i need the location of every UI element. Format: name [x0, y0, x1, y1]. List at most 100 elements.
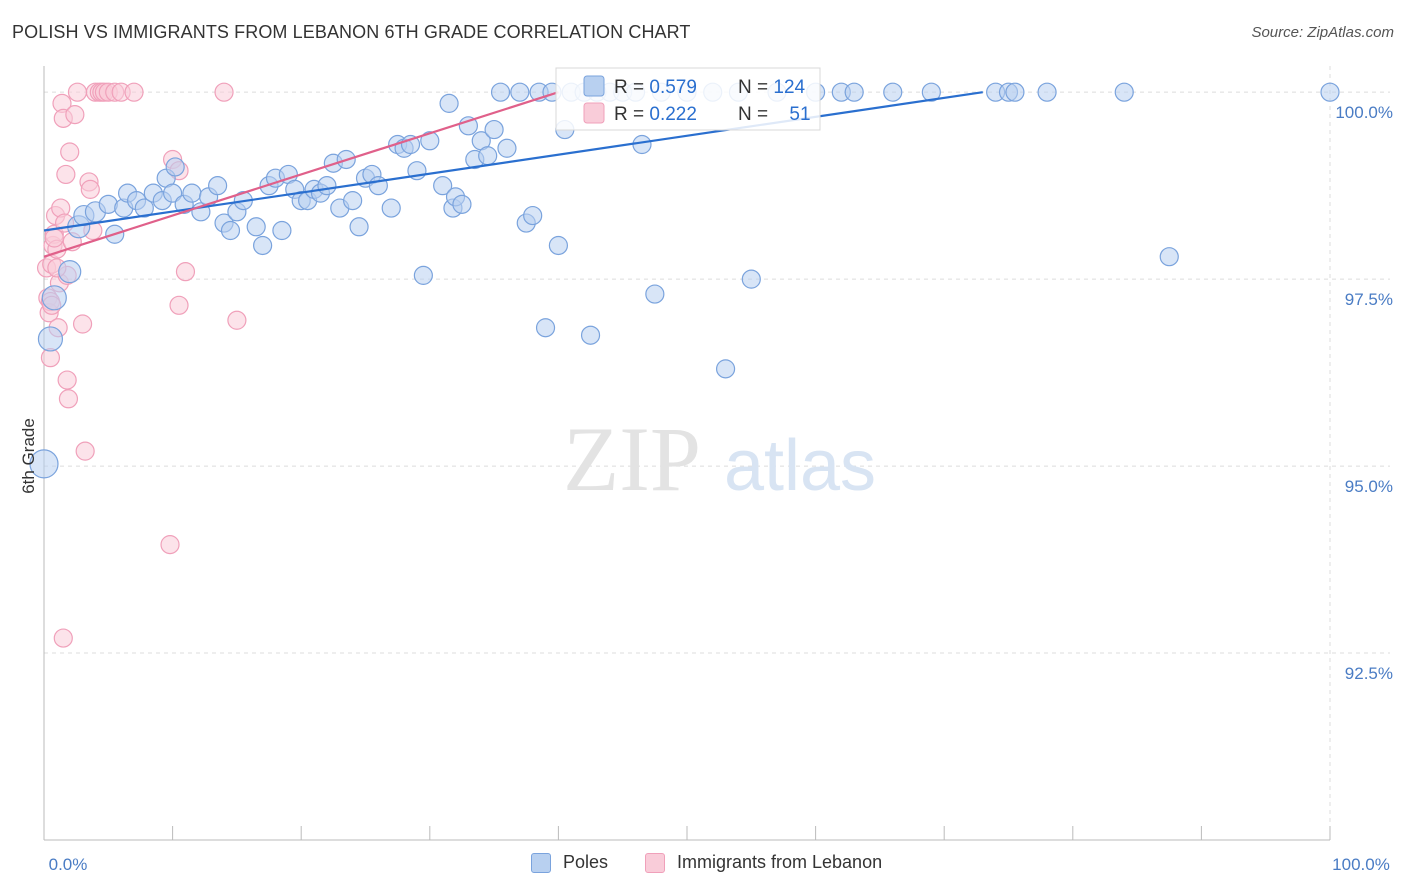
poles-point: [484, 119, 504, 140]
legend-poles-swatch: [583, 75, 605, 97]
lebanon-point: [175, 262, 196, 282]
lebanon-point: [53, 628, 73, 648]
legend-lebanon-n-value: 51: [789, 104, 810, 125]
lebanon-point: [65, 105, 85, 125]
lebanon-point: [57, 370, 77, 390]
poles-point: [497, 138, 517, 158]
legend-lebanon-r-label: R =: [614, 104, 649, 125]
poles-point: [317, 176, 337, 196]
x-tick-label-min: 0.0%: [49, 855, 88, 874]
legend-poles-r-label: R =: [614, 77, 649, 98]
watermark: ZIP atlas: [563, 408, 876, 510]
poles-point: [478, 146, 498, 166]
lebanon-trendline: [43, 91, 559, 258]
poles-point: [844, 82, 864, 102]
legend-poles-label: Poles: [563, 852, 609, 872]
poles-point: [452, 194, 472, 214]
poles-point: [632, 134, 652, 155]
watermark-atlas: atlas: [724, 426, 876, 506]
poles-point: [883, 82, 903, 102]
poles-point: [1005, 82, 1025, 102]
svg-text:N = 124: N = 124: [738, 77, 806, 98]
poles-point: [921, 82, 941, 102]
lebanon-point: [60, 142, 80, 162]
svg-text:N = 51: N = 51: [738, 104, 811, 125]
poles-point: [343, 191, 363, 211]
poles-point: [220, 220, 241, 241]
legend-poles-marker: [531, 852, 551, 873]
poles-point: [645, 284, 665, 304]
legend-poles-r-value: 0.579: [649, 77, 697, 98]
poles-point: [523, 205, 543, 226]
legend-poles-n-value: 124: [773, 77, 805, 98]
poles-point: [741, 269, 761, 289]
legend-lebanon[interactable]: Immigrants from Lebanon: [645, 852, 882, 873]
y-tick-label: 97.5%: [1345, 290, 1393, 309]
lebanon-point: [44, 228, 64, 248]
poles-point: [163, 183, 183, 203]
poles-point: [253, 235, 273, 256]
lebanon-point: [67, 82, 88, 102]
poles-point: [510, 82, 530, 102]
legend-lebanon-r-value: 0.222: [649, 104, 697, 125]
poles-point: [1159, 247, 1179, 267]
poles-point: [1320, 82, 1340, 102]
lebanon-point: [75, 441, 95, 461]
poles-point: [349, 217, 369, 237]
legend-lebanon-marker: [645, 852, 665, 873]
poles-point: [420, 131, 440, 151]
svg-text:R = 0.579: R = 0.579: [614, 77, 697, 98]
poles-point: [548, 235, 569, 256]
poles-point: [134, 198, 154, 218]
poles-points: [29, 82, 1340, 479]
legend-lebanon-n-label: N =: [738, 104, 773, 125]
legend-poles[interactable]: Poles: [531, 852, 608, 873]
lebanon-point: [169, 295, 189, 315]
watermark-zip: ZIP: [563, 408, 701, 510]
lebanon-point: [160, 535, 180, 555]
lebanon-point: [72, 314, 93, 334]
poles-point: [535, 318, 556, 338]
legend-lebanon-swatch: [583, 102, 605, 124]
lebanon-point: [80, 179, 100, 199]
y-axis-label: 6th Grade: [19, 418, 38, 494]
poles-point: [413, 265, 433, 285]
lebanon-point: [227, 310, 247, 330]
poles-point: [246, 217, 266, 237]
poles-trendline: [43, 91, 983, 232]
poles-point: [1114, 82, 1134, 102]
poles-point: [182, 183, 202, 203]
poles-point: [433, 176, 453, 196]
y-tick-label: 95.0%: [1345, 477, 1393, 496]
source-label: Source: ZipAtlas.com: [1251, 24, 1394, 41]
gridlines: [44, 66, 1390, 840]
chart-title: POLISH VS IMMIGRANTS FROM LEBANON 6TH GR…: [12, 22, 691, 42]
poles-point: [37, 326, 64, 352]
poles-point: [29, 449, 59, 479]
poles-point: [715, 359, 736, 379]
y-tick-label: 100.0%: [1335, 103, 1393, 122]
lebanon-points: [36, 82, 247, 648]
lebanon-point: [124, 82, 144, 102]
poles-point: [165, 157, 185, 177]
svg-text:R = 0.222: R = 0.222: [614, 104, 697, 125]
y-tick-label: 92.5%: [1345, 664, 1393, 683]
trendlines: [43, 91, 983, 258]
legend-lebanon-label: Immigrants from Lebanon: [677, 852, 883, 872]
poles-point: [1037, 82, 1057, 102]
poles-point: [580, 325, 601, 345]
lebanon-point: [58, 389, 79, 409]
poles-point: [381, 198, 401, 218]
poles-point: [272, 220, 292, 241]
poles-point: [490, 82, 511, 102]
series-legend: Poles Immigrants from Lebanon: [0, 852, 1406, 878]
lebanon-point: [56, 164, 76, 185]
poles-point: [41, 285, 67, 311]
poles-point: [439, 93, 459, 113]
legend-poles-n-label: N =: [738, 77, 773, 98]
poles-point: [208, 176, 228, 196]
poles-point: [58, 260, 82, 284]
lebanon-point: [214, 82, 234, 102]
tick-labels: 92.5% 95.0% 97.5% 100.0% 0.0% 100.0%: [49, 103, 1393, 874]
